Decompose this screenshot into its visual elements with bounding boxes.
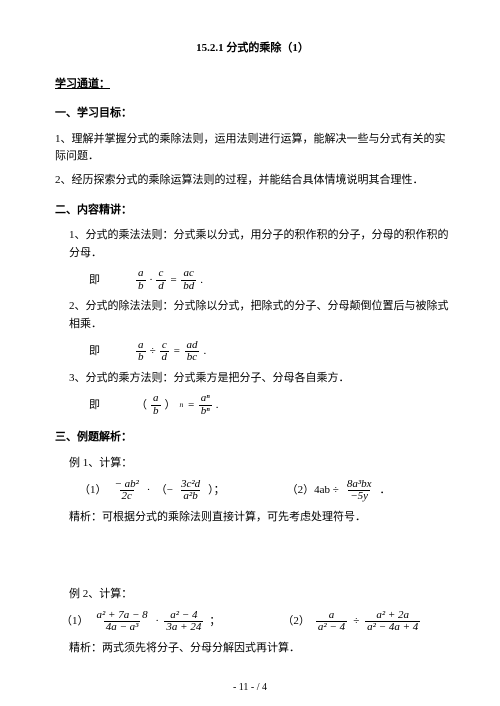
- equals: =: [170, 272, 177, 290]
- ji-label: 即: [89, 343, 100, 361]
- den: −5y: [348, 490, 370, 503]
- den: d: [160, 351, 170, 364]
- rule2-text: 2、分式的除法法则：分式除以分式，把除式的分子、分母颠倒位置后与被除式相乘．: [69, 298, 450, 333]
- dot: ·: [156, 613, 159, 631]
- page-number: - 11 - / 4: [0, 680, 500, 696]
- doc-title: 15.2.1 分式的乘除（1）: [55, 40, 450, 58]
- sec1-p1: 1、理解并掌握分式的乘除法则，运用法则进行运算，能解决一些与分式有关的实际问题．: [55, 131, 450, 166]
- frac-c-d: c d: [156, 268, 166, 292]
- q1-label: （1）: [61, 613, 89, 631]
- rule1-formula: 即 a b · c d = ac bd .: [89, 268, 450, 292]
- frac-ad-bc: ad bc: [184, 340, 199, 364]
- frac-ac-bd: ac bd: [181, 268, 196, 292]
- den: a² − 4: [316, 621, 347, 634]
- equals: =: [187, 397, 194, 415]
- frac-an-bn: aⁿ bⁿ: [199, 393, 212, 417]
- den: b: [136, 280, 146, 293]
- num: a² + 7a − 8: [95, 610, 150, 622]
- den: bⁿ: [199, 405, 212, 418]
- frac3: a a² − 4: [316, 610, 347, 634]
- channel-label: 学习通道：: [55, 76, 450, 94]
- num: a: [136, 340, 146, 352]
- frac3: 8a³bx −5y: [345, 479, 374, 503]
- q1-label: （1）: [79, 482, 107, 500]
- dot: ·: [147, 482, 150, 500]
- frac2: a² − 4 3a + 24: [164, 610, 203, 634]
- ex1-formula: （1） − ab² 2c · （− 3c²d a²b ）； （2）4ab ÷ 8…: [79, 479, 450, 503]
- sec3-heading: 三、例题解析：: [55, 429, 450, 447]
- num: a: [327, 610, 337, 622]
- sec1-p2: 2、经历探索分式的乘除运算法则的过程，并能结合具体情境说明其合理性．: [55, 172, 450, 190]
- frac1: − ab² 2c: [113, 479, 141, 503]
- frac-a-b: a b: [136, 268, 146, 292]
- equals: =: [173, 343, 180, 361]
- num: c: [160, 340, 169, 352]
- den: b: [151, 405, 161, 418]
- divide: ÷: [353, 613, 359, 631]
- ex2-hint: 精析：两式须先将分子、分母分解因式再计算．: [69, 640, 450, 658]
- semicolon: ；: [209, 613, 220, 631]
- sec2-heading: 二、内容精讲：: [55, 202, 450, 220]
- den: b: [136, 351, 146, 364]
- ji-label: 即: [89, 272, 100, 290]
- rule1-text: 1、分式的乘法法则：分式乘以分式，用分子的积作积的分子，分母的积作积的分母．: [69, 227, 450, 262]
- sec1-heading: 一、学习目标：: [55, 105, 450, 123]
- dot: ·: [150, 272, 153, 290]
- frac1: a² + 7a − 8 4a − a³: [95, 610, 150, 634]
- den: bc: [185, 351, 199, 364]
- ex1-hint: 精析：可根据分式的乘除法则直接计算，可先考虑处理符号．: [69, 509, 450, 527]
- den: d: [156, 280, 166, 293]
- rule3-formula: 即 （ a b ） n = aⁿ bⁿ .: [89, 393, 450, 417]
- num: a: [151, 393, 161, 405]
- q2-label: （2）4ab ÷: [287, 482, 339, 500]
- num: aⁿ: [199, 393, 212, 405]
- num: c: [157, 268, 166, 280]
- den: a² − 4a + 4: [365, 621, 420, 634]
- lparen: （−: [156, 482, 173, 500]
- den: 4a − a³: [104, 621, 141, 634]
- divide: ÷: [150, 343, 156, 361]
- den: 3a + 24: [164, 621, 203, 634]
- num: a: [136, 268, 146, 280]
- num: − ab²: [113, 479, 141, 491]
- period: .: [203, 343, 206, 361]
- den: bd: [181, 280, 196, 293]
- ex2-label: 例 2、计算：: [69, 586, 450, 604]
- rparen: ）；: [208, 482, 225, 500]
- lparen: （: [136, 397, 147, 415]
- ex1-label: 例 1、计算：: [69, 455, 450, 473]
- frac4: a² + 2a a² − 4a + 4: [365, 610, 420, 634]
- frac-c-d: c d: [160, 340, 170, 364]
- frac-a-b: a b: [136, 340, 146, 364]
- frac-a-b: a b: [151, 393, 161, 417]
- period: ．: [380, 482, 391, 500]
- num: a² − 4: [168, 610, 199, 622]
- frac2: 3c²d a²b: [179, 479, 202, 503]
- den: 2c: [120, 490, 134, 503]
- rule3-text: 3、分式的乘方法则：分式乘方是把分子、分母各自乘方．: [69, 370, 450, 388]
- num: 8a³bx: [345, 479, 374, 491]
- q2-label: （2）: [282, 613, 310, 631]
- num: a² + 2a: [374, 610, 411, 622]
- period: .: [216, 397, 219, 415]
- num: 3c²d: [179, 479, 202, 491]
- den: a²b: [181, 490, 199, 503]
- num: ac: [181, 268, 195, 280]
- period: .: [200, 272, 203, 290]
- rule2-formula: 即 a b ÷ c d = ad bc .: [89, 340, 450, 364]
- ex2-formula: （1） a² + 7a − 8 4a − a³ · a² − 4 3a + 24…: [61, 610, 450, 634]
- ji-label: 即: [89, 397, 100, 415]
- rparen: ）: [165, 397, 176, 415]
- num: ad: [184, 340, 199, 352]
